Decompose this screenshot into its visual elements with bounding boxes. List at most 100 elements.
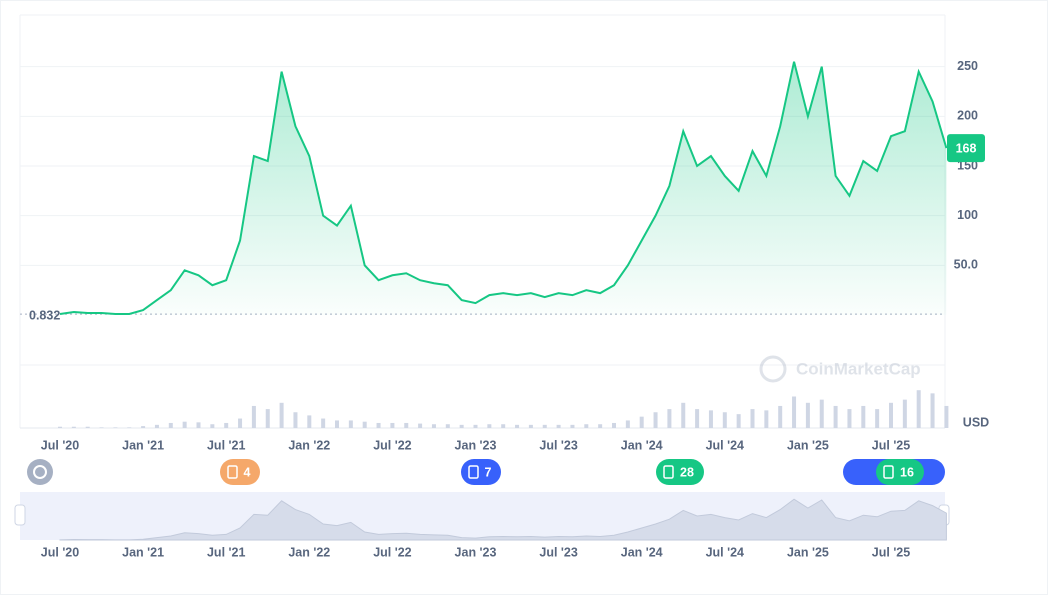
volume-bar: [431, 424, 436, 428]
navigator-handle[interactable]: [14, 504, 26, 526]
navigator-tick-label: Jul '24: [706, 545, 744, 559]
volume-bar: [487, 424, 492, 428]
volume-bar: [598, 424, 603, 428]
volume-bar: [376, 422, 381, 428]
volume-bar: [210, 424, 215, 428]
event-badge[interactable]: [461, 459, 501, 485]
volume-bar: [556, 424, 561, 428]
volume-bar: [293, 412, 298, 428]
current-price-box: [947, 134, 985, 163]
x-tick-label: Jul '24: [706, 438, 744, 452]
start-price-label: 0.832: [29, 308, 60, 322]
watermark-text: CoinMarketCap: [796, 359, 921, 378]
volume-bar: [224, 422, 229, 428]
volume-bar: [681, 402, 686, 428]
volume-bar: [916, 390, 921, 428]
navigator-tick-label: Jan '24: [621, 545, 663, 559]
event-count: 28: [680, 465, 694, 479]
y-tick-label: 100: [957, 208, 978, 222]
navigator-tick-label: Jan '21: [122, 545, 164, 559]
volume-bar: [889, 402, 893, 428]
volume-bar: [833, 405, 838, 428]
volume-bar: [584, 424, 589, 428]
volume-bar: [404, 422, 409, 428]
y-tick-label: 200: [957, 109, 978, 123]
volume-bar: [515, 424, 520, 428]
navigator-tick-label: Jul '25: [872, 545, 910, 559]
watermark: CoinMarketCap: [759, 355, 921, 383]
event-count: 16: [900, 465, 914, 479]
x-tick-label: Jan '22: [288, 438, 330, 452]
volume-bar: [71, 426, 76, 428]
navigator-tick-label: Jul '20: [41, 545, 79, 559]
volume-bar: [653, 412, 658, 428]
event-badge[interactable]: [220, 459, 260, 485]
volume-bar: [58, 426, 62, 428]
navigator-tick-label: Jul '22: [373, 545, 411, 559]
x-tick-label: Jul '21: [207, 438, 245, 452]
currency-label: USD: [963, 415, 989, 429]
x-tick-label: Jul '25: [872, 438, 910, 452]
event-icon: [468, 465, 479, 479]
price-area: [60, 61, 947, 316]
volume-bar: [570, 424, 575, 428]
y-tick-label: 50.0: [954, 258, 978, 272]
volume-bar: [238, 418, 243, 428]
volume-bar: [639, 416, 644, 428]
volume-bar: [113, 427, 118, 428]
volume-bar: [612, 422, 616, 428]
volume-bar: [944, 405, 949, 428]
volume-bar: [695, 409, 700, 428]
volume-bar: [418, 423, 423, 428]
volume-bar: [127, 427, 132, 428]
volume-bar: [667, 409, 672, 428]
volume-bar: [321, 418, 326, 428]
volume-bar: [930, 393, 935, 428]
x-tick-label: Jan '23: [455, 438, 497, 452]
volume-bar: [390, 422, 395, 428]
volume-bar: [141, 426, 146, 428]
watermark-logo: [759, 355, 787, 383]
volume-bar: [182, 421, 187, 428]
navigator-tick-label: Jan '25: [787, 545, 829, 559]
volume-bar: [875, 409, 880, 428]
x-tick-label: Jan '24: [621, 438, 663, 452]
event-icon: [227, 465, 238, 479]
volume-bar: [473, 424, 478, 428]
volume-bar: [99, 427, 104, 428]
volume-bar: [722, 412, 727, 428]
volume-bar: [764, 410, 769, 428]
x-tick-label: Jul '22: [373, 438, 411, 452]
volume-bar: [819, 399, 824, 428]
volume-bar: [85, 426, 90, 428]
volume-bar: [625, 420, 630, 428]
volume-bar: [501, 424, 506, 428]
volume-bar: [196, 422, 201, 428]
x-tick-label: Jan '21: [122, 438, 164, 452]
volume-bar: [168, 422, 173, 428]
volume-bar: [348, 420, 353, 428]
volume-bar: [805, 402, 810, 428]
x-tick-label: Jan '25: [787, 438, 829, 452]
volume-bar: [459, 424, 464, 428]
volume-bar: [847, 409, 852, 428]
navigator-tick-label: Jul '23: [539, 545, 577, 559]
volume-bar: [750, 409, 755, 428]
navigator-tick-label: Jan '22: [288, 545, 330, 559]
x-tick-label: Jul '20: [41, 438, 79, 452]
price-line: [59, 61, 948, 316]
x-tick-label: Jul '23: [539, 438, 577, 452]
navigator-area: [59, 498, 947, 541]
navigator-tick-label: Jan '23: [455, 545, 497, 559]
current-price-label: 168: [956, 141, 977, 155]
volume-bar: [362, 421, 367, 428]
volume-bar: [708, 410, 713, 428]
event-count: 4: [244, 465, 251, 479]
history-button[interactable]: [27, 459, 53, 485]
volume-bar: [542, 424, 547, 428]
event-count: 7: [485, 465, 492, 479]
navigator-tick-label: Jul '21: [207, 545, 245, 559]
volume-bar: [154, 424, 159, 428]
volume-bar: [307, 415, 312, 428]
